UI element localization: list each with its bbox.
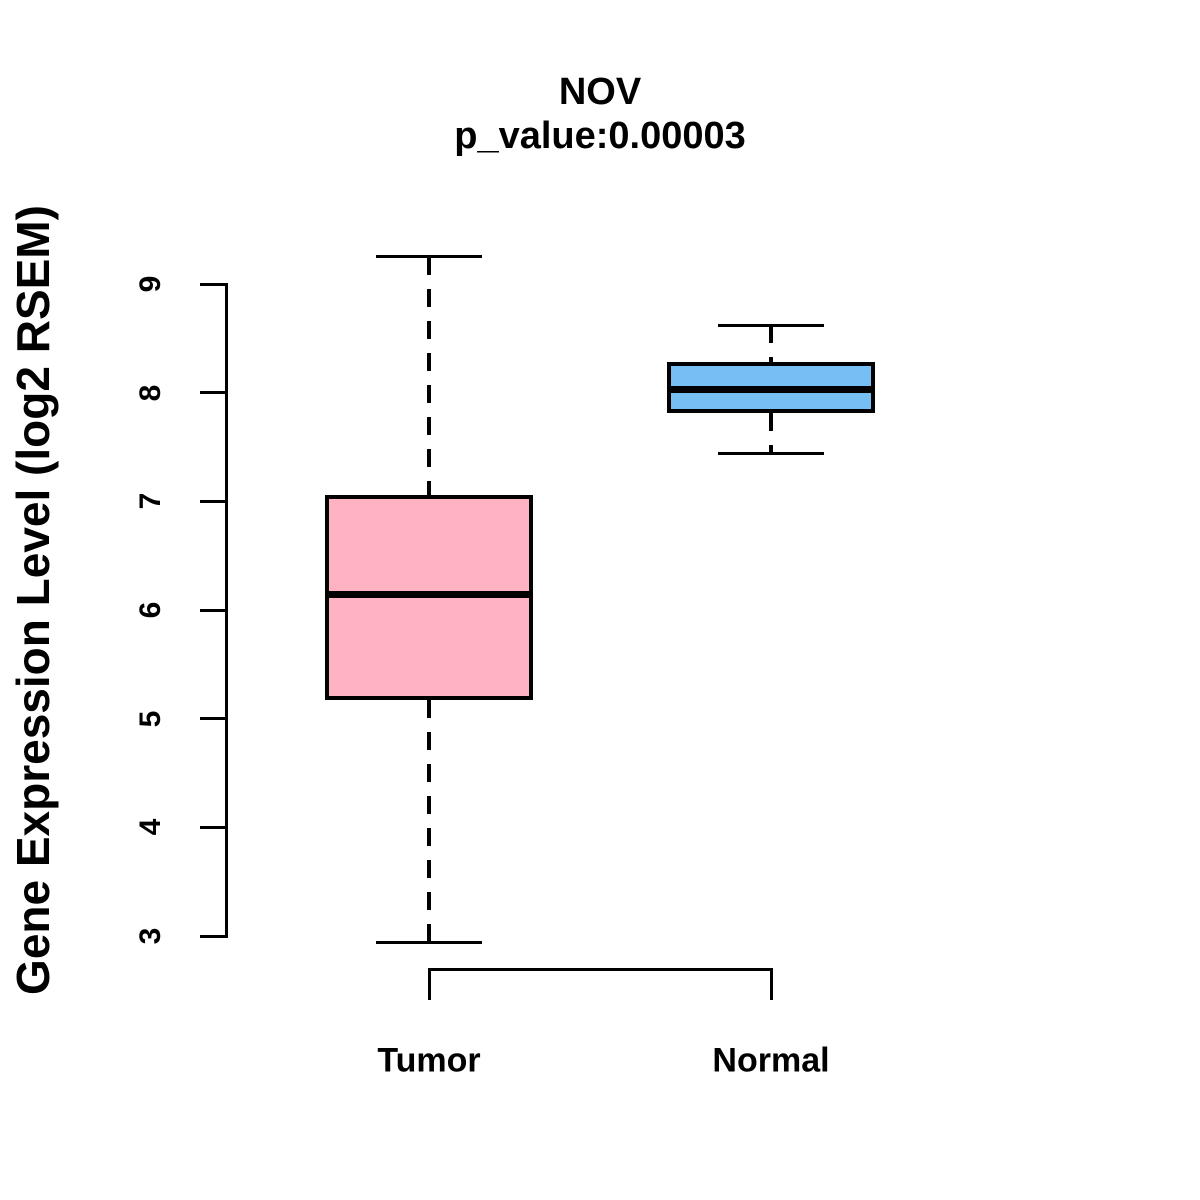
normal-upper-whisker [769, 325, 773, 363]
y-tick [200, 391, 226, 395]
y-tick [200, 282, 226, 286]
y-axis-line [225, 282, 228, 938]
x-axis-line [427, 967, 773, 971]
normal-median-line [667, 385, 875, 393]
tumor-lower-whisker [427, 700, 431, 943]
normal-upper-whisker-cap [718, 323, 824, 327]
y-tick-label-text: 5 [134, 710, 167, 727]
x-tick-label-text: Tumor [377, 1041, 481, 1080]
normal-lower-whisker-cap [718, 452, 824, 456]
y-tick-label-text: 8 [134, 384, 167, 401]
y-tick-label-text: 3 [134, 927, 167, 945]
y-tick [200, 608, 226, 612]
x-tick [769, 969, 773, 1000]
tumor-lower-whisker-cap [376, 941, 482, 945]
y-tick [200, 717, 226, 721]
tumor-median-line [325, 591, 533, 599]
x-tick-label-text: Normal [712, 1041, 830, 1080]
y-tick [200, 499, 226, 503]
y-tick-label-text: 9 [134, 275, 167, 293]
chart-title: NOV [558, 71, 642, 113]
y-tick-label-text: 6 [134, 601, 167, 619]
y-tick-label-text: 4 [134, 818, 167, 836]
y-tick [200, 934, 226, 938]
y-tick-label-text: 7 [134, 492, 167, 510]
x-tick [427, 969, 431, 1000]
tumor-upper-whisker-cap [376, 255, 482, 259]
normal-lower-whisker [769, 413, 773, 454]
tumor-upper-whisker [427, 256, 431, 495]
y-tick [200, 825, 226, 829]
chart-subtitle: p_value:0.00003 [454, 115, 746, 157]
